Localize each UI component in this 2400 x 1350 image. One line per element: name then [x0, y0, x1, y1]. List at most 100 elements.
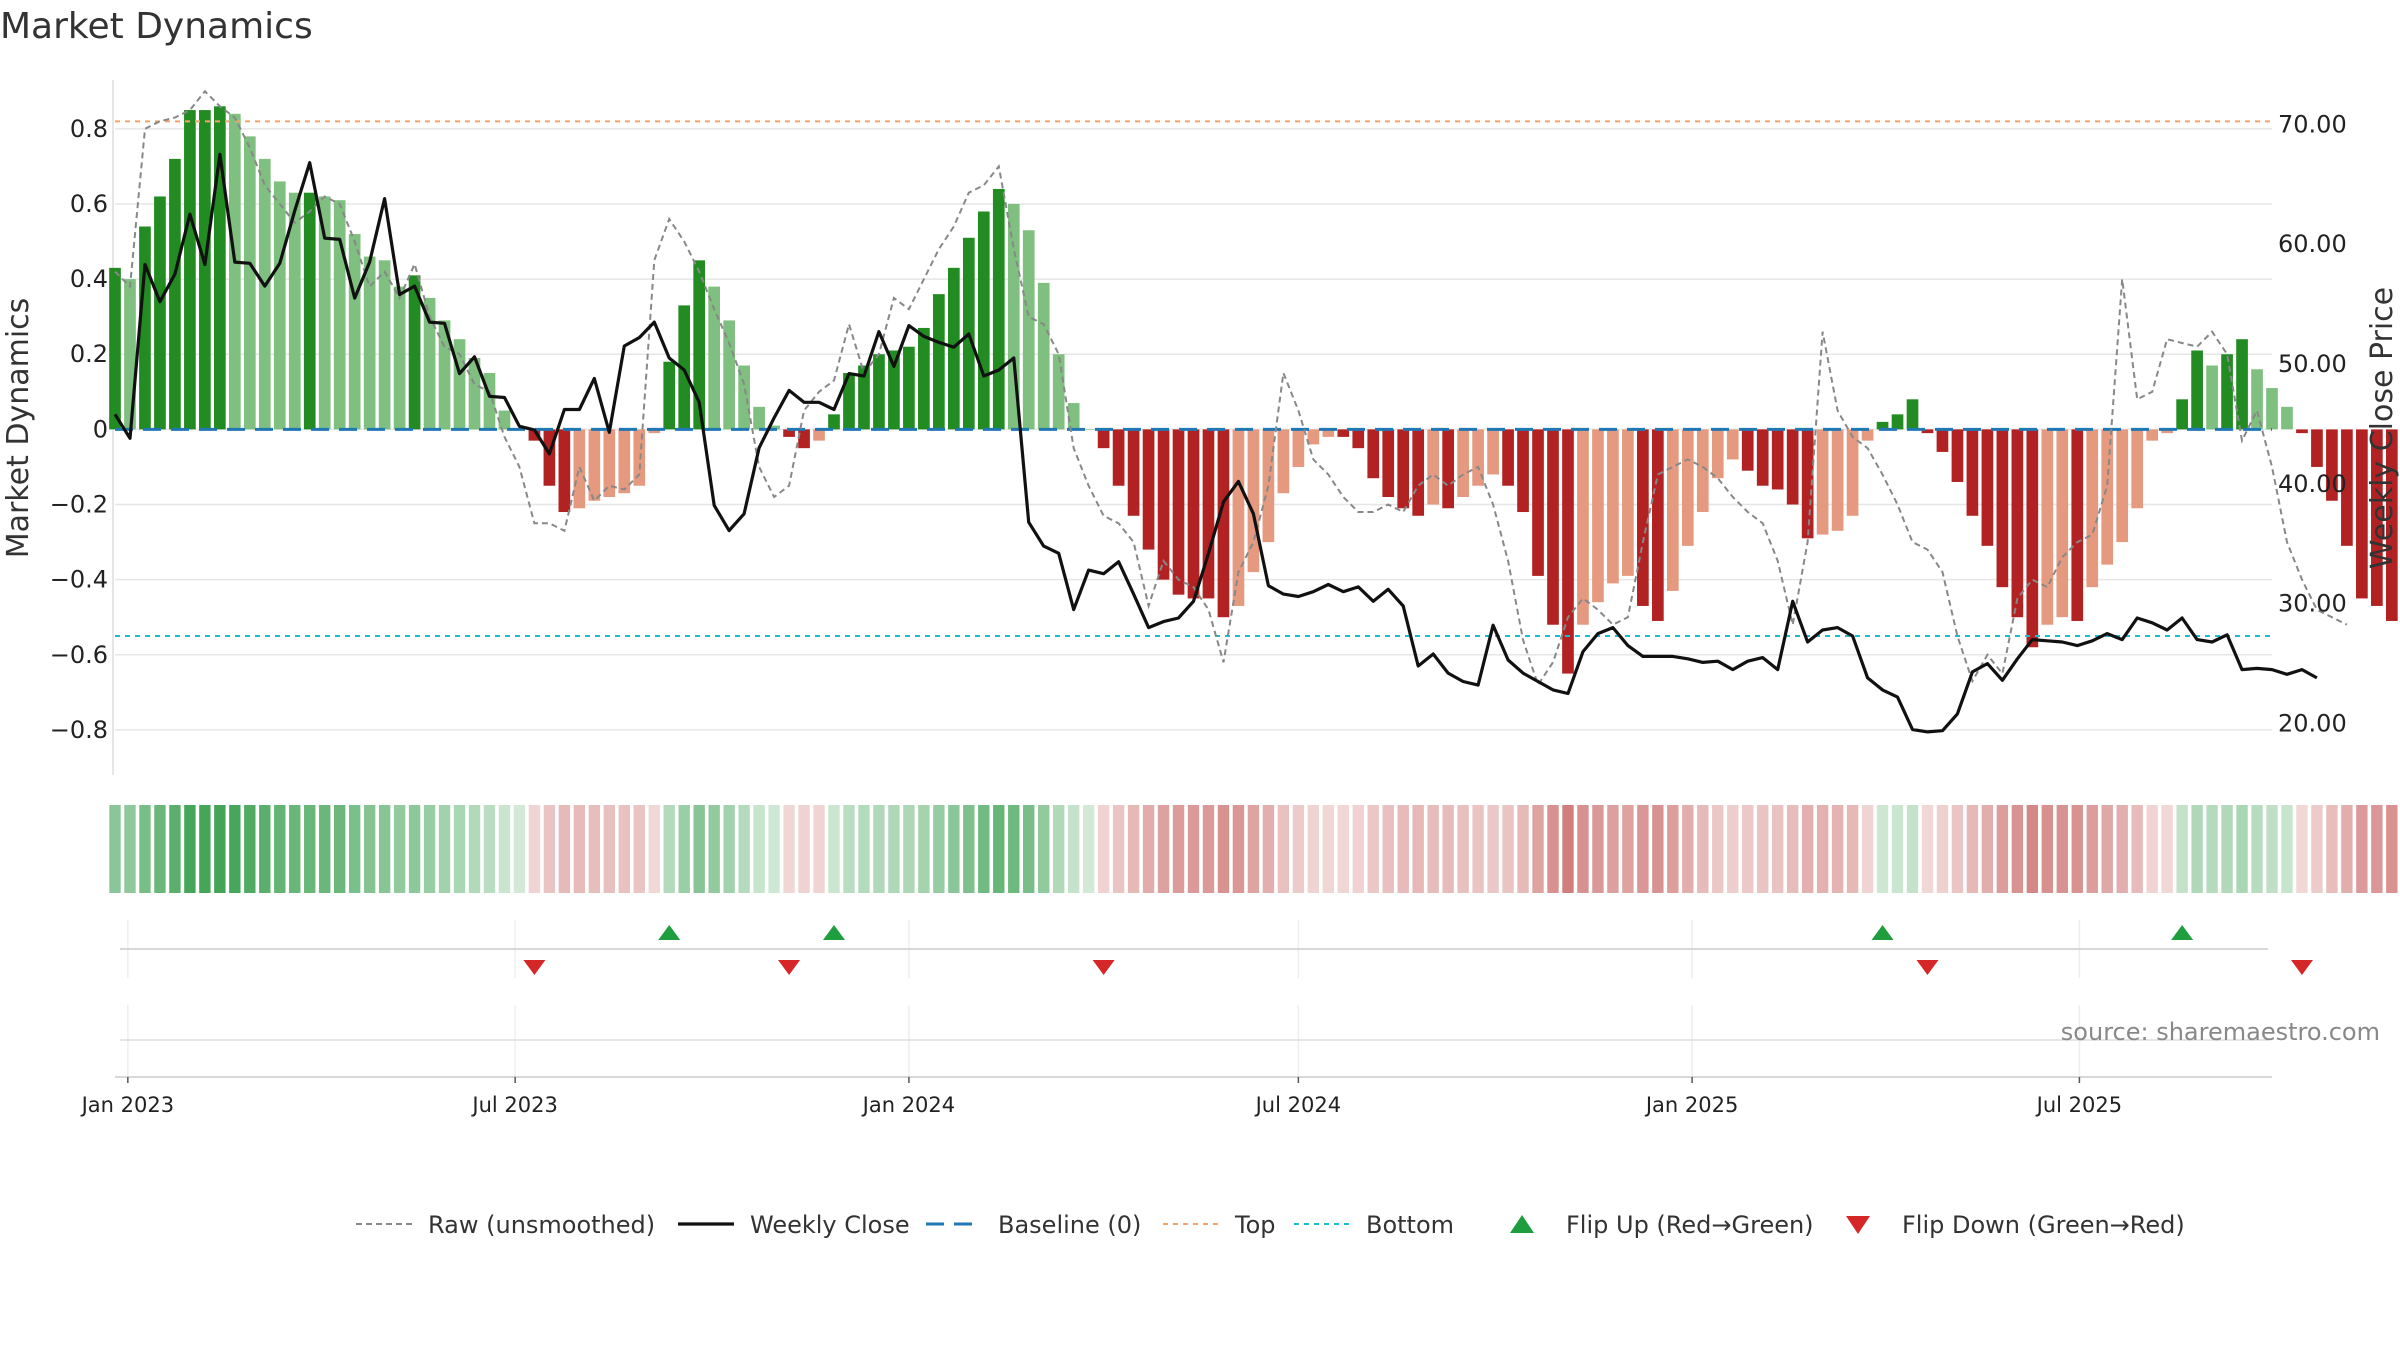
- regime-cell: [1831, 805, 1844, 893]
- flip-up-marker: [2171, 925, 2194, 940]
- y2-axis-label: Weekly Close Price: [2365, 287, 2400, 569]
- regime-cell: [873, 805, 885, 893]
- regime-cell: [1981, 805, 1994, 893]
- dynamics-bar: [1022, 230, 1035, 430]
- legend: Raw (unsmoothed) Weekly Close Baseline (0)…: [356, 1211, 2185, 1239]
- regime-cell: [1187, 805, 1200, 893]
- dynamics-bar: [348, 234, 361, 430]
- x-tick-label: Jan 2023: [80, 1093, 175, 1117]
- flip-down-marker: [2290, 960, 2313, 975]
- dynamics-bar: [2385, 429, 2398, 621]
- regime-cell: [1936, 805, 1949, 893]
- dynamics-bar: [2266, 388, 2278, 430]
- legend-item-bottom: Bottom: [1294, 1211, 1454, 1239]
- dynamics-bar: [1097, 429, 1110, 449]
- regime-cell: [199, 805, 211, 893]
- regime-cell: [2041, 805, 2054, 893]
- regime-cell: [2191, 805, 2203, 893]
- dynamics-bar: [2011, 429, 2024, 618]
- regime-cell: [1202, 805, 1215, 893]
- regime-cell: [2011, 805, 2024, 893]
- regime-cell: [843, 805, 855, 893]
- regime-cell: [723, 805, 735, 893]
- regime-cell: [1771, 805, 1784, 893]
- regime-cell: [828, 805, 840, 893]
- dynamics-bar: [1607, 429, 1619, 584]
- dynamics-bar: [1142, 429, 1155, 550]
- dynamics-bar: [2251, 369, 2263, 430]
- dynamics-bar: [693, 260, 706, 430]
- dynamics-bar: [1367, 429, 1380, 479]
- regime-cell: [1816, 805, 1829, 893]
- regime-cell: [169, 805, 181, 893]
- dynamics-bar: [783, 429, 795, 437]
- legend-item-close: Weekly Close: [678, 1211, 910, 1239]
- dynamics-bar: [1502, 429, 1514, 486]
- dynamics-bar: [2056, 429, 2069, 618]
- legend-item-flip_up: Flip Up (Red→Green): [1510, 1211, 1814, 1239]
- regime-cell: [543, 805, 556, 893]
- dynamics-bar: [2161, 429, 2173, 434]
- dynamics-bar: [2026, 429, 2039, 648]
- x-tick-label: Jan 2024: [861, 1093, 956, 1117]
- dynamics-bar: [318, 196, 331, 430]
- regime-cell: [244, 805, 256, 893]
- flip-up-marker: [823, 925, 845, 940]
- dynamics-bar: [214, 106, 226, 430]
- dynamics-bar: [1037, 282, 1050, 430]
- regime-cell: [1652, 805, 1664, 893]
- legend-swatch-flip-down: [1846, 1216, 1870, 1234]
- dynamics-bar: [1112, 429, 1125, 486]
- y2-tick-label: 70.00: [2278, 110, 2347, 138]
- dynamics-bar: [1337, 429, 1350, 437]
- y2-tick-label: 40.00: [2278, 470, 2347, 498]
- dynamics-bar: [603, 429, 616, 497]
- dynamics-bar: [1457, 429, 1469, 497]
- regime-cell: [798, 805, 810, 893]
- regime-cell: [214, 805, 226, 893]
- regime-cell: [2341, 805, 2353, 893]
- dynamics-bar: [1741, 429, 1754, 471]
- regime-cell: [558, 805, 571, 893]
- dynamics-bar: [1292, 429, 1305, 467]
- regime-cell: [1517, 805, 1529, 893]
- dynamics-bar: [184, 110, 196, 430]
- legend-label: Flip Down (Green→Red): [1902, 1211, 2185, 1239]
- regime-cell: [513, 805, 526, 893]
- regime-cell: [1457, 805, 1469, 893]
- regime-cell: [483, 805, 496, 893]
- regime-cell: [319, 805, 331, 893]
- regime-cell: [1023, 805, 1035, 893]
- regime-cell: [2056, 805, 2068, 893]
- dynamics-bar: [663, 361, 676, 430]
- dynamics-bar: [273, 181, 286, 430]
- regime-cell: [1712, 805, 1724, 893]
- regime-cell: [1142, 805, 1155, 893]
- regime-cell: [1592, 805, 1604, 893]
- regime-cell: [2146, 805, 2158, 893]
- regime-cell: [1637, 805, 1649, 893]
- y-tick-label: 0: [93, 415, 108, 443]
- dynamics-bar: [1352, 429, 1365, 449]
- dynamics-bar: [1517, 429, 1529, 513]
- dynamics-bar: [1187, 429, 1200, 599]
- dynamics-bar: [243, 136, 256, 430]
- dynamics-bar: [468, 358, 481, 430]
- dynamics-bar: [2176, 399, 2188, 430]
- dynamics-bar: [828, 414, 840, 430]
- regime-cell: [2281, 805, 2293, 893]
- dynamics-bar: [2326, 429, 2338, 501]
- dynamics-bar: [858, 365, 870, 430]
- dynamics-bar: [1217, 429, 1230, 618]
- dynamics-bar: [1981, 429, 1994, 546]
- dynamics-bar: [1906, 399, 1919, 430]
- regime-cell: [768, 805, 780, 893]
- regime-cell: [648, 805, 660, 893]
- dynamics-bar: [2041, 429, 2054, 625]
- regime-cell: [858, 805, 870, 893]
- regime-cell: [408, 805, 421, 893]
- flip-down-marker: [1092, 960, 1115, 975]
- regime-cell: [618, 805, 630, 893]
- regime-cell: [753, 805, 765, 893]
- regime-cell: [1682, 805, 1694, 893]
